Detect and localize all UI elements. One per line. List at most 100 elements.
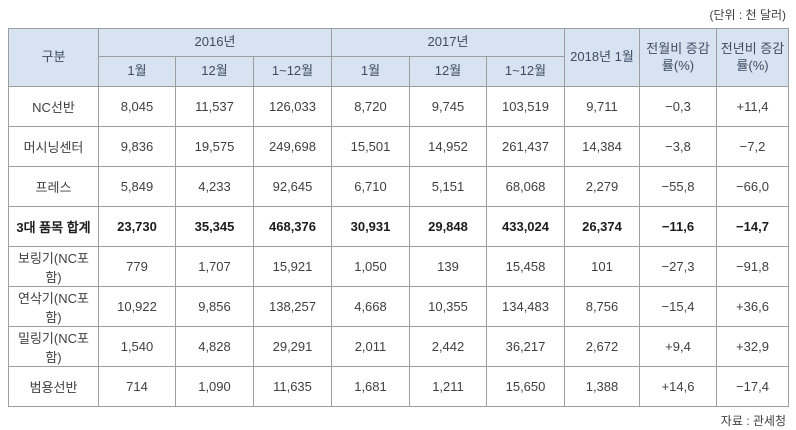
value-cell: 29,848 xyxy=(409,206,487,247)
value-cell: −66,0 xyxy=(716,166,789,207)
value-cell: +9,4 xyxy=(639,326,717,367)
header-cell-2017-dec: 12월 xyxy=(409,56,487,87)
row-label: 연삭기(NC포함) xyxy=(8,286,99,327)
value-cell: 10,355 xyxy=(409,286,487,327)
header-cell-mom-change: 전월비 증감률(%) xyxy=(639,28,717,87)
value-cell: 126,033 xyxy=(253,86,332,127)
value-cell: −91,8 xyxy=(716,246,789,287)
value-cell: 9,745 xyxy=(409,86,487,127)
value-cell: 2,011 xyxy=(331,326,410,367)
value-cell: 29,291 xyxy=(253,326,332,367)
value-cell: 2,279 xyxy=(564,166,640,207)
value-cell: 1,707 xyxy=(175,246,254,287)
value-cell: −0,3 xyxy=(639,86,717,127)
value-cell: 19,575 xyxy=(175,126,254,167)
value-cell: 1,211 xyxy=(409,366,487,407)
header-cell-yoy-change: 전년비 증감률(%) xyxy=(716,28,789,87)
value-cell: 5,849 xyxy=(98,166,176,207)
row-label: 밀링기(NC포함) xyxy=(8,326,99,367)
value-cell: 249,698 xyxy=(253,126,332,167)
value-cell: 15,921 xyxy=(253,246,332,287)
header-row-years: 구분 2016년 2017년 2018년 1월 전월비 증감률(%) 전년비 증… xyxy=(8,28,789,87)
value-cell: 138,257 xyxy=(253,286,332,327)
table-row: 범용선반 714 1,090 11,635 1,681 1,211 15,650… xyxy=(8,366,789,407)
value-cell: −15,4 xyxy=(639,286,717,327)
row-label: 범용선반 xyxy=(8,366,99,407)
value-cell: −55,8 xyxy=(639,166,717,207)
table-row: 연삭기(NC포함) 10,922 9,856 138,257 4,668 10,… xyxy=(8,286,789,327)
table-row: 보링기(NC포함) 779 1,707 15,921 1,050 139 15,… xyxy=(8,246,789,287)
value-cell: 10,922 xyxy=(98,286,176,327)
value-cell: 14,384 xyxy=(564,126,640,167)
table-row: NC선반 8,045 11,537 126,033 8,720 9,745 10… xyxy=(8,86,789,127)
value-cell: 714 xyxy=(98,366,176,407)
value-cell: 9,836 xyxy=(98,126,176,167)
table-row: 프레스 5,849 4,233 92,645 6,710 5,151 68,06… xyxy=(8,166,789,207)
value-cell: −11,6 xyxy=(639,206,717,247)
value-cell: 11,635 xyxy=(253,366,332,407)
value-cell: 5,151 xyxy=(409,166,487,207)
table-row: 3대 품목 합계 23,730 35,345 468,376 30,931 29… xyxy=(8,206,789,247)
header-cell-2016: 2016년 xyxy=(98,28,332,57)
value-cell: 8,756 xyxy=(564,286,640,327)
value-cell: 11,537 xyxy=(175,86,254,127)
table-header: 구분 2016년 2017년 2018년 1월 전월비 증감률(%) 전년비 증… xyxy=(8,28,789,87)
value-cell: 468,376 xyxy=(253,206,332,247)
value-cell: 68,068 xyxy=(486,166,565,207)
value-cell: 134,483 xyxy=(486,286,565,327)
value-cell: 35,345 xyxy=(175,206,254,247)
header-cell-2017: 2017년 xyxy=(331,28,565,57)
row-label: 프레스 xyxy=(8,166,99,207)
value-cell: 1,681 xyxy=(331,366,410,407)
row-label: 보링기(NC포함) xyxy=(8,246,99,287)
row-label: NC선반 xyxy=(8,86,99,127)
value-cell: 15,650 xyxy=(486,366,565,407)
value-cell: 15,501 xyxy=(331,126,410,167)
value-cell: 4,233 xyxy=(175,166,254,207)
value-cell: 1,388 xyxy=(564,366,640,407)
value-cell: 30,931 xyxy=(331,206,410,247)
header-row-months: 1월 12월 1~12월 1월 12월 1~12월 xyxy=(9,56,789,87)
header-cell-2016-jan: 1월 xyxy=(98,56,176,87)
value-cell: 14,952 xyxy=(409,126,487,167)
value-cell: −17,4 xyxy=(716,366,789,407)
value-cell: −7,2 xyxy=(716,126,789,167)
table-body: NC선반 8,045 11,537 126,033 8,720 9,745 10… xyxy=(8,86,789,407)
value-cell: 2,672 xyxy=(564,326,640,367)
value-cell: 8,045 xyxy=(98,86,176,127)
value-cell: 92,645 xyxy=(253,166,332,207)
value-cell: 6,710 xyxy=(331,166,410,207)
value-cell: −27,3 xyxy=(639,246,717,287)
source-note: 자료 : 관세청 xyxy=(720,414,786,428)
value-cell: 9,856 xyxy=(175,286,254,327)
header-cell-2016-dec: 12월 xyxy=(175,56,254,87)
value-cell: 23,730 xyxy=(98,206,176,247)
value-cell: 1,090 xyxy=(175,366,254,407)
value-cell: 103,519 xyxy=(486,86,565,127)
value-cell: 9,711 xyxy=(564,86,640,127)
value-cell: 779 xyxy=(98,246,176,287)
value-cell: +11,4 xyxy=(716,86,789,127)
unit-note: (단위 : 천 달러) xyxy=(709,8,786,22)
value-cell: 15,458 xyxy=(486,246,565,287)
machine-tool-trade-table: 구분 2016년 2017년 2018년 1월 전월비 증감률(%) 전년비 증… xyxy=(8,28,789,407)
value-cell: 4,668 xyxy=(331,286,410,327)
header-cell-2017-fullyear: 1~12월 xyxy=(486,56,565,87)
value-cell: 8,720 xyxy=(331,86,410,127)
header-cell-2016-fullyear: 1~12월 xyxy=(253,56,332,87)
value-cell: 139 xyxy=(409,246,487,287)
row-label: 머시닝센터 xyxy=(8,126,99,167)
table-row: 머시닝센터 9,836 19,575 249,698 15,501 14,952… xyxy=(8,126,789,167)
value-cell: −3,8 xyxy=(639,126,717,167)
value-cell: 261,437 xyxy=(486,126,565,167)
table-row: 밀링기(NC포함) 1,540 4,828 29,291 2,011 2,442… xyxy=(8,326,789,367)
header-cell-2017-jan: 1월 xyxy=(331,56,410,87)
value-cell: +14,6 xyxy=(639,366,717,407)
header-cell-category: 구분 xyxy=(8,28,99,87)
value-cell: 2,442 xyxy=(409,326,487,367)
header-cell-2018-jan: 2018년 1월 xyxy=(564,28,640,87)
value-cell: +32,9 xyxy=(716,326,789,367)
value-cell: 4,828 xyxy=(175,326,254,367)
value-cell: −14,7 xyxy=(716,206,789,247)
